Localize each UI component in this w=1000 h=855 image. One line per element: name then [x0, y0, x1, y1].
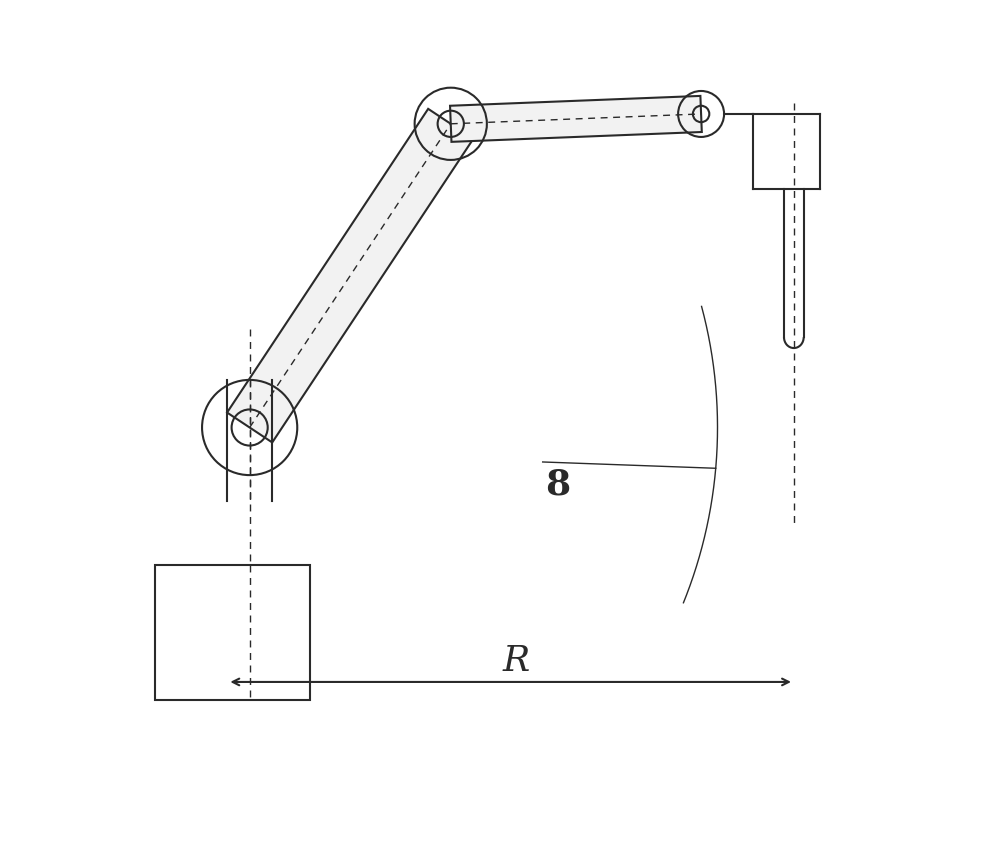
Polygon shape	[227, 109, 473, 442]
Text: R: R	[503, 645, 530, 678]
Text: 8: 8	[545, 468, 570, 502]
Polygon shape	[450, 96, 702, 142]
Bar	[155, 564, 310, 700]
